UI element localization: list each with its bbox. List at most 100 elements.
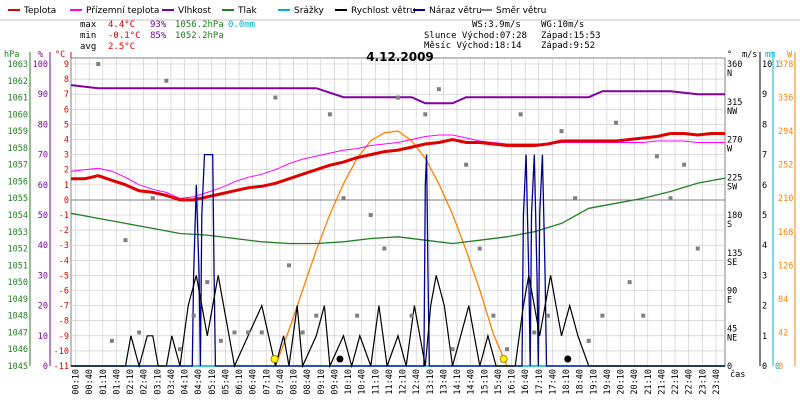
deg-tick-number: 225 — [727, 173, 742, 183]
time-tick-label: 01:40 — [112, 369, 122, 395]
sun-moon-markers — [270, 355, 572, 363]
series-group — [70, 62, 726, 369]
deg-tick-number: 90 — [727, 287, 737, 297]
mm-ticks: 10 — [775, 60, 780, 372]
tick-label: 10 — [762, 60, 772, 70]
hpa-axis-label: hPa — [4, 50, 19, 60]
solar-radiation-line — [274, 130, 508, 367]
c-ticks: 9 8 7 6 5 4 3 2 1 0 -1 -2 -3 -4 -5 -6 -7 -8 -9 -10 -11 — [54, 60, 69, 372]
tick-label: 70 — [38, 151, 48, 161]
tick-label: 10 — [38, 332, 48, 342]
time-tick-label: 15:10 — [480, 369, 490, 395]
stats-max-rain: 0.0mm — [228, 20, 255, 30]
stats-avg-label: avg — [80, 42, 96, 52]
tick-label: 9 — [762, 90, 767, 100]
tick-label: 1058 — [8, 144, 28, 154]
wind-direction-point — [436, 87, 441, 92]
deg-tick-number: 45 — [727, 324, 737, 334]
tick-label: 1049 — [8, 295, 28, 305]
tick-label: 1 — [775, 60, 780, 70]
tick-label: 6 — [64, 105, 69, 115]
wind-direction-point — [600, 313, 605, 318]
deg-tick-direction: NW — [727, 107, 738, 117]
time-tick-label: 15:40 — [494, 369, 504, 395]
time-tick-label: 10:40 — [358, 369, 368, 395]
tick-label: 2 — [762, 302, 767, 312]
wind-direction-point — [314, 313, 319, 318]
time-tick-label: 03:40 — [167, 369, 177, 395]
time-tick-label: 14:40 — [467, 369, 477, 395]
pct-axis-label: % — [38, 50, 43, 60]
wind-direction-point — [300, 330, 305, 335]
tick-label: 8 — [762, 120, 767, 130]
deg-axis-label: ° — [727, 50, 732, 60]
wind-direction-point — [341, 196, 346, 201]
tick-label: 30 — [38, 271, 48, 281]
time-tick-label: 08:40 — [303, 369, 313, 395]
deg-tick-direction: E — [727, 296, 732, 306]
deg-tick-direction: NE — [727, 333, 737, 343]
tick-label: 5 — [64, 120, 69, 130]
legend-label: Rychlost větru — [351, 6, 416, 16]
stats-min-label: min — [80, 31, 96, 41]
wind-direction-point — [450, 347, 455, 352]
tick-label: 6 — [762, 181, 767, 191]
tick-label: 3 — [762, 271, 767, 281]
time-tick-label: 17:10 — [535, 369, 545, 395]
wind-direction-point — [287, 263, 291, 268]
wind-direction-point — [654, 154, 659, 159]
tick-label: 40 — [38, 241, 48, 251]
wind-direction-point — [641, 313, 646, 318]
wind-direction-point — [586, 338, 591, 343]
time-tick-label: 12:40 — [412, 369, 422, 395]
stats-max-label: max — [80, 20, 97, 30]
moon-rise-info: Měsíc Východ:18:14 — [424, 41, 522, 51]
wind-direction-point — [382, 246, 387, 251]
wind-direction-point — [409, 313, 414, 318]
tick-label: -10 — [54, 347, 69, 357]
tick-label: 1048 — [8, 312, 28, 322]
wind-direction-point — [232, 330, 237, 335]
wind-direction-point — [505, 347, 509, 352]
tick-label: -8 — [59, 317, 69, 327]
wind-direction-point — [205, 280, 210, 285]
wind-direction-point — [614, 120, 618, 125]
axis-unit-labels: hPa % °C ° m/s mm W čas — [4, 50, 793, 380]
tick-label: 84 — [778, 295, 788, 305]
tick-label: 126 — [778, 261, 793, 271]
tick-label: 1059 — [8, 127, 28, 137]
tick-label: 1057 — [8, 161, 28, 171]
deg-tick-number: 315 — [727, 98, 742, 108]
legend-label: Přízemní teplota — [86, 6, 159, 16]
tick-label: 1055 — [8, 194, 28, 204]
tick-label: 294 — [778, 127, 793, 137]
tick-label: 9 — [64, 60, 69, 70]
tick-label: 0 — [43, 362, 48, 372]
time-tick-label: 11:40 — [385, 369, 395, 395]
deg-tick-direction: S — [727, 220, 732, 230]
c-axis-label: °C — [55, 50, 65, 60]
temperature-line — [71, 132, 725, 202]
time-tick-label: 05:40 — [221, 369, 231, 395]
wind-direction-point — [123, 238, 128, 243]
tick-label: 4 — [64, 136, 69, 146]
time-tick-label: 01:10 — [99, 369, 109, 395]
wind-direction-point — [327, 112, 332, 117]
wind-gust-info: WG:10m/s — [541, 20, 584, 30]
time-tick-label: 22:40 — [685, 369, 695, 395]
time-tick-label: 19:10 — [589, 369, 599, 395]
stats-block: max 4.4°C 93% 1056.2hPa 0.0mm min -0.1°C… — [80, 20, 255, 52]
wind-direction-point — [477, 246, 482, 251]
time-tick-label: 09:40 — [330, 369, 340, 395]
tick-label: 8 — [64, 75, 69, 85]
tick-label: 0 — [64, 196, 69, 206]
tick-label: 4 — [762, 241, 767, 251]
tick-label: 1046 — [8, 345, 28, 355]
tick-label: 1062 — [8, 77, 28, 87]
time-tick-label: 10:10 — [344, 369, 354, 395]
deg-tick-number: 180 — [727, 211, 742, 221]
time-tick-label: 00:40 — [85, 369, 95, 395]
